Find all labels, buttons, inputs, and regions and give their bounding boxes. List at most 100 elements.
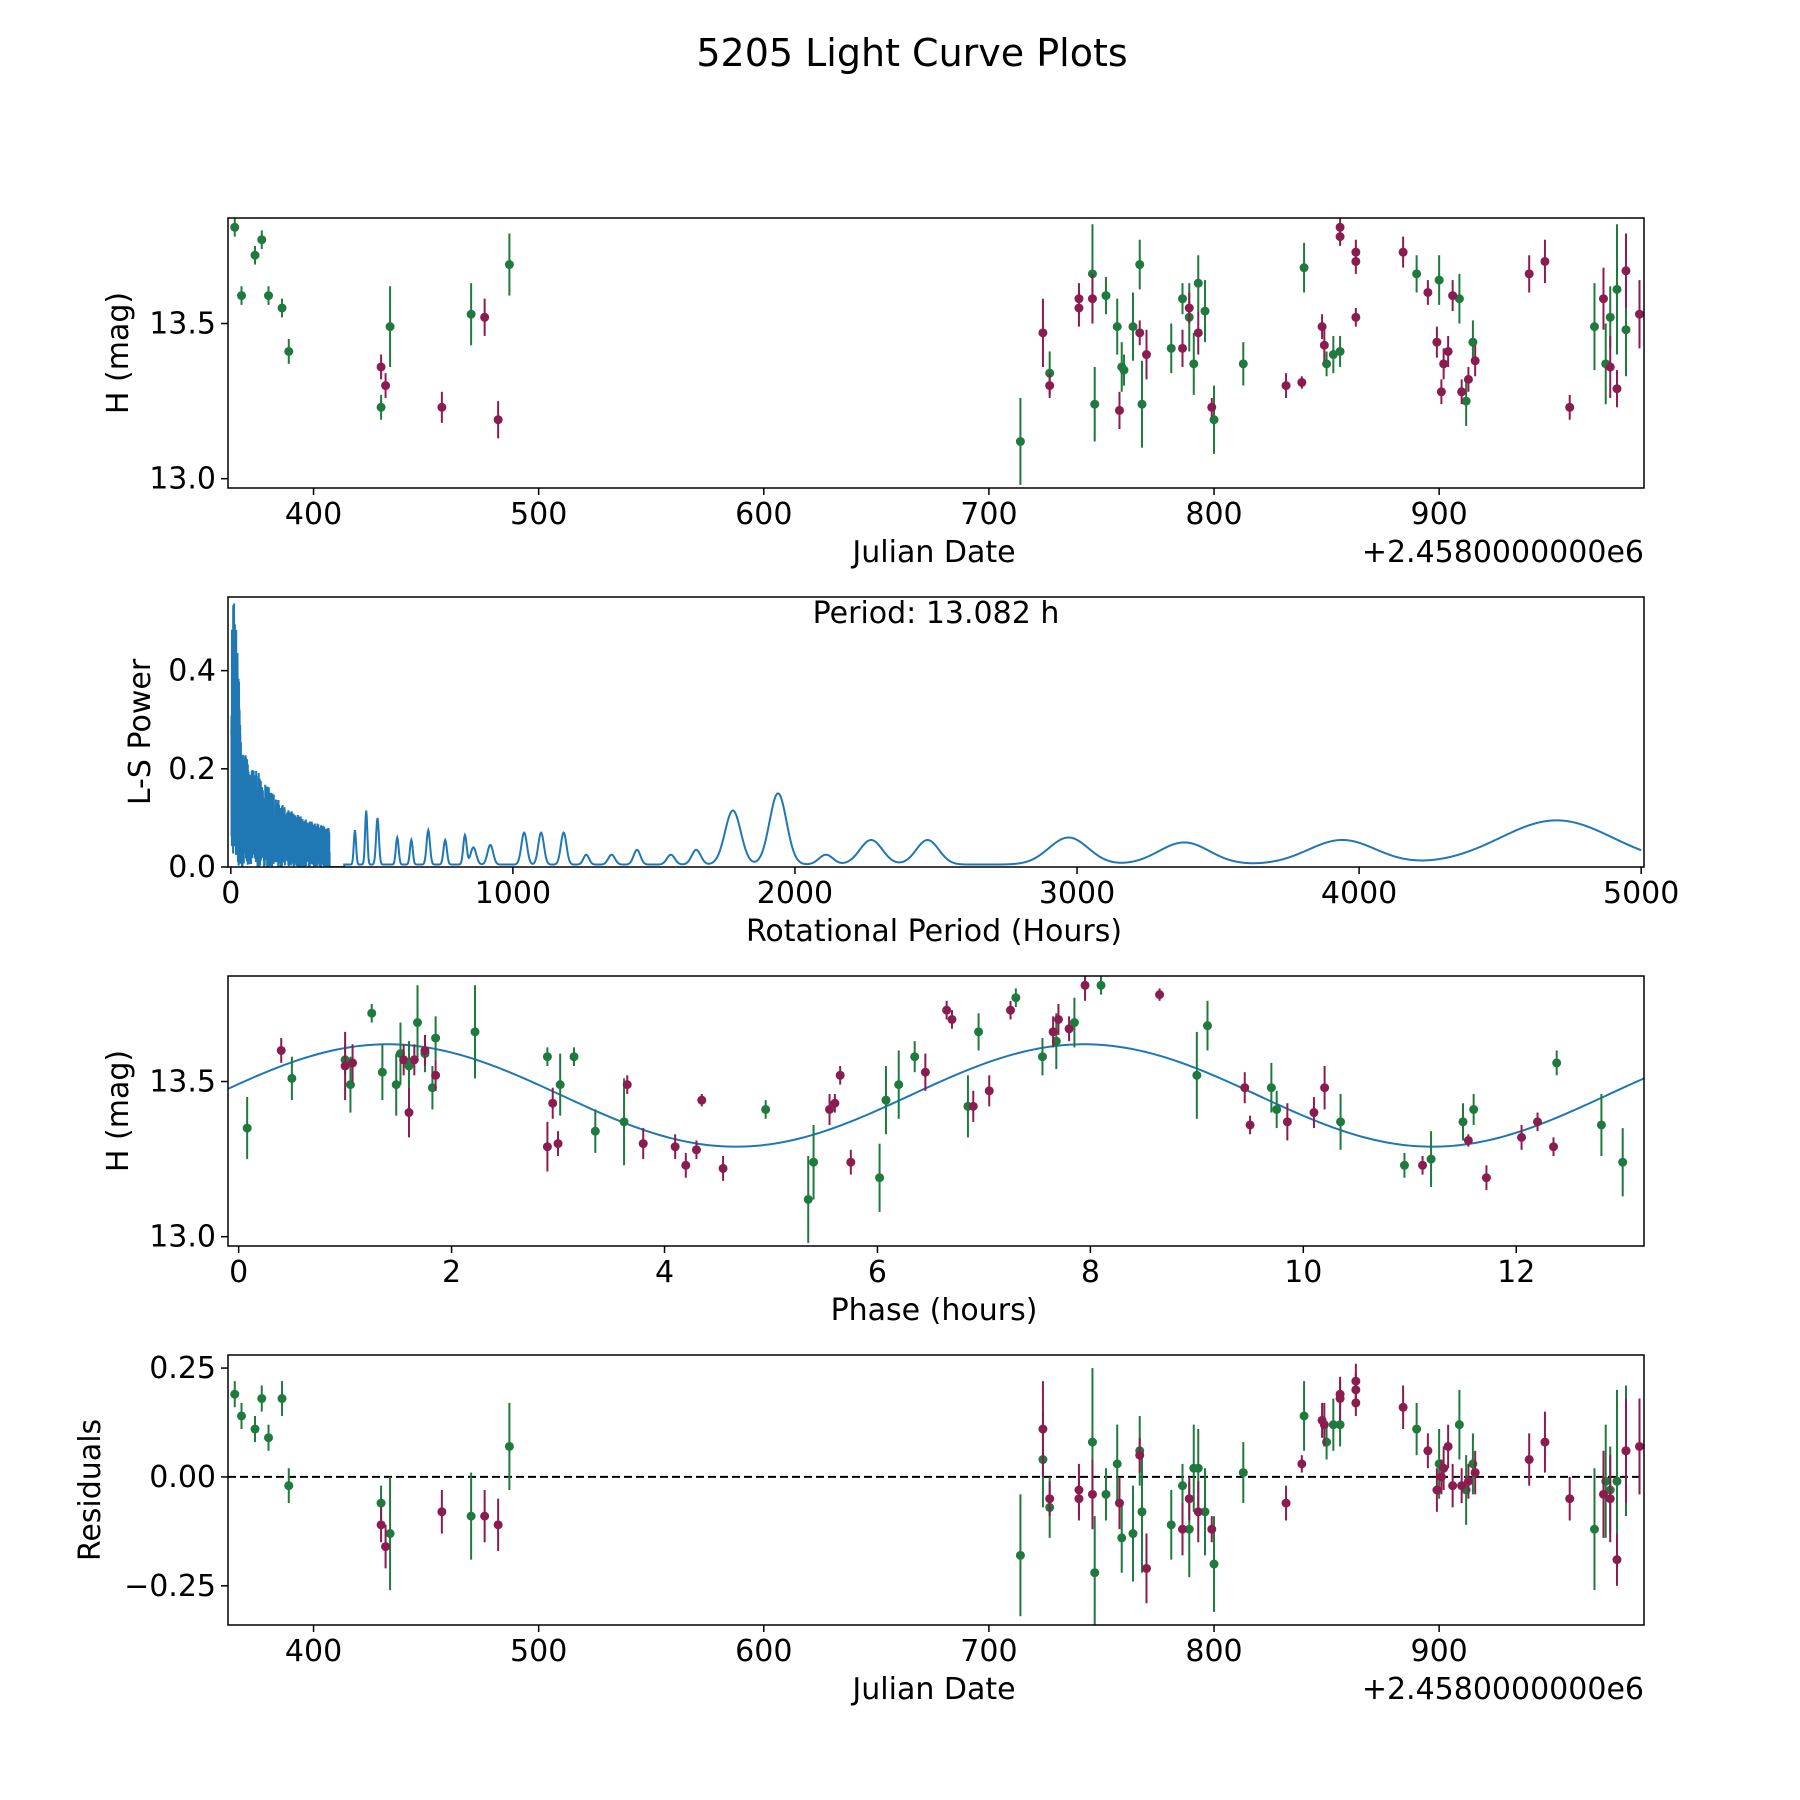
residuals-marker: [1605, 1494, 1615, 1504]
phase-marker: [569, 1052, 579, 1062]
phase-point: [894, 1050, 904, 1119]
phase-point: [470, 985, 480, 1079]
residuals-point: [1207, 1516, 1217, 1543]
residuals-marker: [1015, 1550, 1025, 1560]
lightcurve-axes-frame: [227, 217, 1645, 489]
phase-marker: [1549, 1142, 1559, 1152]
residuals-point: [376, 1507, 386, 1543]
phase-model-curve: [228, 1043, 1644, 1148]
lightcurve-marker: [1598, 294, 1608, 304]
phase-point: [1048, 1016, 1058, 1048]
periodogram-power-line: [230, 603, 1642, 867]
residuals-point: [493, 1498, 503, 1551]
phase-marker: [555, 1080, 565, 1090]
residuals-marker: [1457, 1481, 1467, 1491]
residuals-marker: [1200, 1507, 1210, 1517]
residuals-marker: [1398, 1402, 1408, 1412]
phase-point: [1552, 1050, 1562, 1076]
lightcurve-plot-area: [230, 218, 1644, 485]
residuals-point: [1135, 1437, 1145, 1473]
phase-xtick-label: 0: [229, 1255, 248, 1290]
phase-series-maroon: [276, 976, 1559, 1191]
residuals-marker: [1101, 1489, 1111, 1499]
lightcurve-point: [1335, 218, 1345, 243]
phase-marker: [881, 1095, 891, 1105]
lightcurve-xtick-label: 800: [1185, 497, 1242, 532]
phase-point: [1192, 1031, 1202, 1119]
phase-point: [1336, 1093, 1346, 1150]
lightcurve-marker: [1468, 337, 1478, 347]
lightcurve-marker: [1524, 269, 1534, 279]
lightcurve-point: [376, 354, 386, 380]
residuals-point: [250, 1415, 260, 1443]
phase-point: [1618, 1128, 1628, 1197]
lightcurve-point: [437, 391, 447, 423]
phase-point: [942, 1000, 952, 1020]
periodogram-ytick-label: 0.4: [168, 654, 216, 689]
lightcurve-point: [1297, 376, 1307, 389]
lightcurve-marker: [1565, 402, 1575, 412]
phase-point: [1006, 1000, 1016, 1020]
phase-point: [553, 1131, 563, 1156]
lightcurve-point: [1524, 255, 1534, 293]
phase-point: [835, 1066, 845, 1085]
phase-point: [431, 1059, 441, 1091]
phase-marker: [413, 1018, 423, 1028]
lightcurve-marker: [277, 303, 287, 313]
lightcurve-marker: [1141, 350, 1151, 360]
lightcurve-marker: [480, 312, 490, 322]
residuals-point: [264, 1424, 274, 1451]
lightcurve-marker: [1119, 365, 1129, 375]
residuals-marker: [1117, 1533, 1127, 1543]
residuals-point: [1454, 1389, 1464, 1460]
lightcurve-marker: [1207, 402, 1217, 412]
residuals-xtick-label: 400: [285, 1634, 342, 1669]
phase-marker: [619, 1117, 629, 1127]
phase-point: [681, 1152, 691, 1178]
lightcurve-point: [1423, 280, 1433, 305]
residuals-marker: [284, 1481, 294, 1491]
phase-marker: [431, 1070, 441, 1080]
lightcurve-marker: [1461, 396, 1471, 406]
phase-point: [920, 1053, 930, 1091]
lightcurve-marker: [264, 291, 274, 301]
phase-marker: [1517, 1132, 1527, 1142]
lightcurve-marker: [1448, 291, 1458, 301]
lightcurve-point: [1135, 320, 1145, 346]
lightcurve-point: [1434, 255, 1444, 305]
lightcurve-marker: [1128, 322, 1138, 332]
residuals-point: [1015, 1494, 1025, 1617]
residuals-point: [1101, 1468, 1111, 1521]
lightcurve-marker: [1398, 247, 1408, 257]
phase-marker: [1266, 1083, 1276, 1093]
residuals-marker: [1335, 1394, 1345, 1404]
lightcurve-marker: [1351, 312, 1361, 322]
residuals-point: [1137, 1450, 1147, 1573]
phase-axes-frame: [227, 975, 1645, 1247]
lightcurve-point: [1463, 366, 1473, 392]
residuals-ytick-label: 0.00: [149, 1460, 216, 1495]
residuals-marker: [1178, 1481, 1188, 1491]
phase-point: [542, 1121, 552, 1172]
phase-marker: [1069, 1018, 1079, 1028]
residuals-point: [1319, 1402, 1329, 1447]
phase-marker: [920, 1067, 930, 1077]
lightcurve-marker: [1319, 340, 1329, 350]
residuals-point: [1193, 1481, 1203, 1543]
phase-point: [1096, 976, 1106, 995]
lightcurve-point: [237, 286, 247, 305]
lightcurve-xlabel: Julian Date: [850, 535, 1015, 570]
residuals-point: [1117, 1503, 1127, 1573]
phase-point: [875, 1143, 885, 1212]
lightcurve-marker: [1038, 328, 1048, 338]
residuals-point: [1463, 1463, 1473, 1499]
lightcurve-marker: [1189, 359, 1199, 369]
lightcurve-marker: [1335, 222, 1345, 232]
residuals-marker: [1319, 1420, 1329, 1430]
lightcurve-marker: [1087, 294, 1097, 304]
phase-xtick-label: 12: [1497, 1255, 1535, 1290]
lightcurve-marker: [385, 322, 395, 332]
phase-point: [947, 1010, 957, 1029]
residuals-point: [1470, 1450, 1480, 1495]
lightcurve-marker: [1045, 381, 1055, 391]
